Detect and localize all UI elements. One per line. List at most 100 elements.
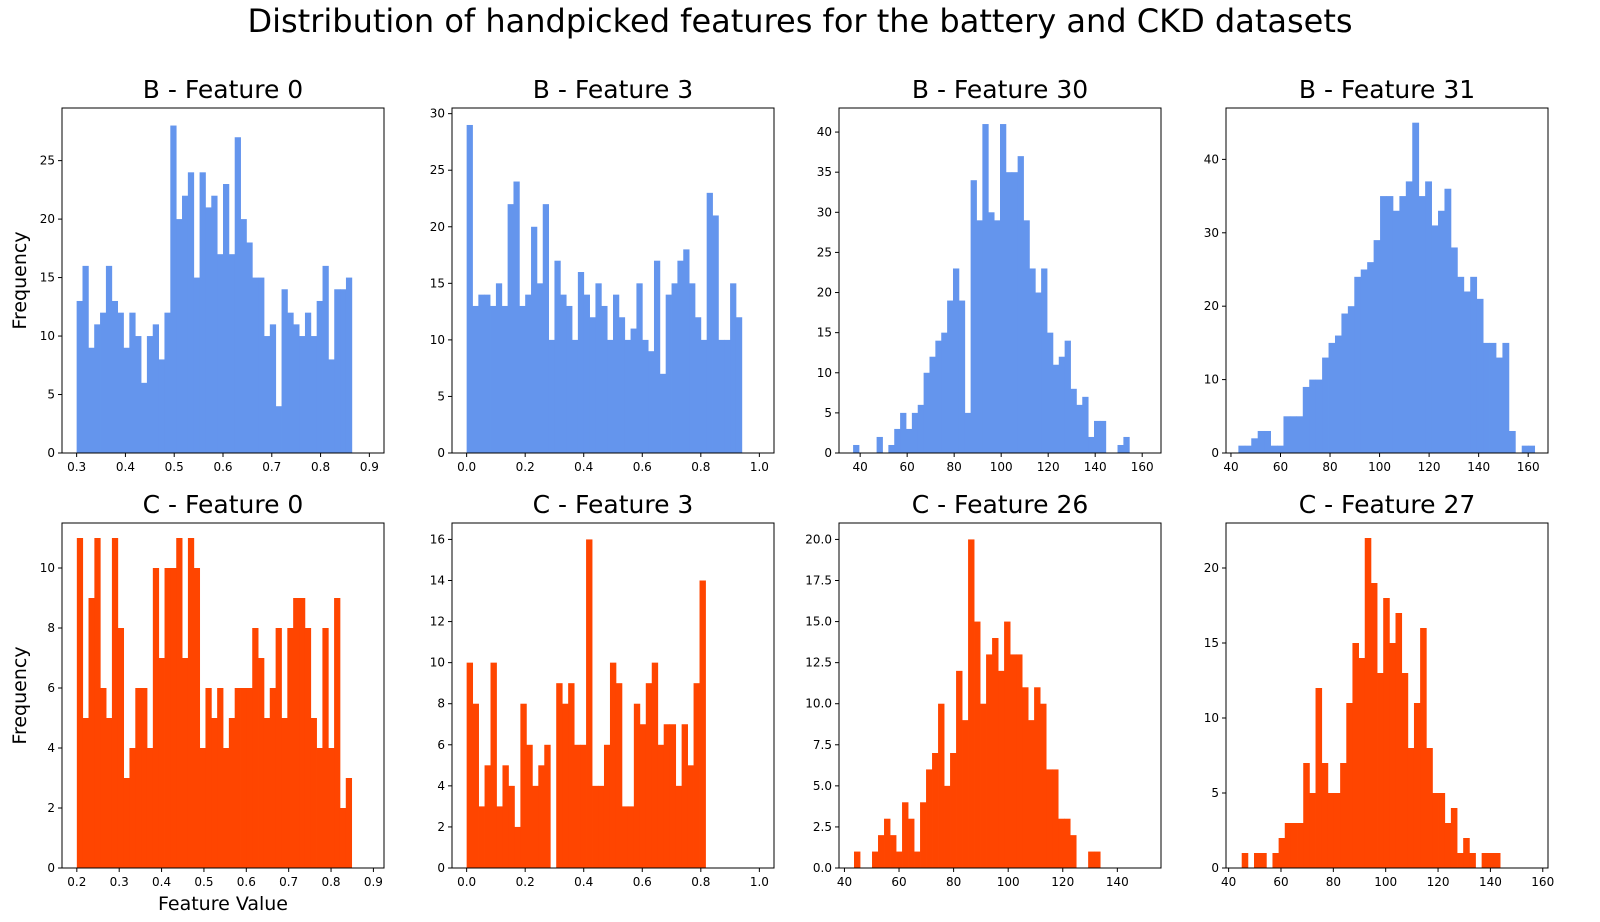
histogram-bar [495, 283, 503, 453]
histogram-bar [328, 359, 335, 453]
histogram-bar [106, 718, 113, 868]
histogram-bar [199, 748, 206, 868]
histogram-bar [1444, 188, 1452, 454]
histogram-bar [1094, 851, 1101, 868]
histogram-bar [566, 305, 573, 453]
histogram-bar [507, 204, 514, 453]
x-tick-label: 100 [1368, 460, 1391, 474]
histogram-bar [958, 300, 966, 453]
histogram-bar [988, 212, 995, 453]
histogram-bar [1251, 438, 1259, 453]
histogram-bar [613, 294, 620, 453]
histogram-bar [100, 312, 107, 453]
histogram-bar [176, 538, 183, 868]
subplot-title: B - Feature 3 [533, 75, 693, 104]
histogram-bar [466, 662, 474, 868]
histogram-bar [1334, 335, 1342, 453]
x-tick-label: 0.0 [457, 875, 476, 889]
histogram-bar [1309, 379, 1317, 453]
y-tick-label: 20.0 [805, 532, 832, 546]
histogram-bar [956, 670, 963, 868]
histogram-bar [135, 688, 142, 868]
y-tick-label: 40 [1204, 152, 1219, 166]
histogram-bar [1352, 643, 1359, 868]
histogram-bar [258, 658, 265, 868]
histogram-bar [1034, 687, 1041, 868]
x-tick-label: 0.3 [110, 875, 129, 889]
histogram-bar [1088, 436, 1095, 453]
histogram-bar [980, 703, 987, 868]
histogram-bar [964, 412, 972, 453]
histogram-bar [890, 835, 897, 868]
histogram-bar [182, 195, 189, 453]
y-tick-label: 10 [40, 329, 55, 343]
histogram-bar [1450, 247, 1458, 453]
histogram-bar [484, 294, 491, 453]
histogram-bar [914, 851, 921, 868]
histogram-bar [1290, 823, 1298, 868]
axes-frame [451, 107, 775, 454]
y-tick-label: 25 [430, 163, 445, 177]
y-tick-label: 0 [824, 446, 832, 460]
y-tick-label: 5.0 [813, 779, 832, 793]
histogram-bar [618, 317, 626, 453]
histogram-bar [269, 324, 277, 453]
histogram-bar [1315, 688, 1323, 868]
histogram-bar [340, 289, 347, 453]
histogram-bar [876, 436, 883, 453]
histogram-bar [519, 305, 526, 453]
histogram-bar [941, 332, 948, 453]
x-tick-label: 0.8 [321, 875, 340, 889]
histogram-bar [1099, 420, 1107, 453]
histogram-bar [1289, 416, 1297, 453]
histogram-bar [1123, 436, 1130, 453]
histogram-bar [146, 748, 154, 868]
histogram-bar [1257, 430, 1265, 453]
histogram-bar [1508, 430, 1516, 453]
y-tick-label: 15 [40, 271, 55, 285]
histogram-bar [526, 744, 533, 868]
histogram-bar [472, 703, 479, 868]
x-tick-label: 140 [1467, 460, 1490, 474]
y-tick-label: 10 [430, 656, 445, 670]
x-tick-label: 120 [1037, 460, 1060, 474]
subplot-1: 0.0 0.2 0.4 0.6 0.8 1.0 0 5 10 15 20 25 30 B - Featur… [430, 75, 775, 474]
histogram-bar [293, 324, 300, 453]
histogram-bar [548, 339, 555, 453]
histogram-bar [900, 412, 907, 453]
axes-frame [451, 522, 775, 869]
histogram-bar [1023, 220, 1030, 453]
y-tick-label: 20 [1204, 561, 1219, 575]
histogram-bar [170, 125, 177, 453]
x-tick-label: 0.8 [311, 460, 330, 474]
histogram-bar [217, 254, 224, 453]
histogram-bar [675, 785, 683, 868]
y-tick-label: 15 [817, 326, 832, 340]
histogram-bar [657, 744, 665, 868]
axes-frame [838, 522, 1162, 869]
histogram-bar [1341, 313, 1349, 453]
y-tick-label: 0 [1211, 446, 1219, 460]
histogram-bar [1346, 703, 1353, 868]
histogram-bar [490, 662, 497, 868]
subplot-7: 40 60 80 100 120 140 160 0 5 10 15 20 C - Feature 27 [1204, 490, 1554, 889]
histogram-bar [1373, 240, 1381, 453]
y-tick-label: 16 [430, 532, 445, 546]
histogram-bar [1502, 342, 1510, 453]
subplot-title: C - Feature 0 [143, 490, 304, 519]
histogram-bar [269, 688, 277, 868]
histogram-bar [82, 265, 89, 453]
histogram-bar [105, 265, 113, 453]
histogram-bar [950, 753, 957, 868]
histogram-bar [502, 765, 509, 868]
y-tick-label: 20 [817, 286, 832, 300]
histogram-bar [689, 283, 696, 453]
histogram-bar [986, 654, 993, 868]
histogram-bar [998, 670, 1005, 868]
x-tick-label: 120 [1051, 875, 1074, 889]
histogram-bar [572, 339, 579, 453]
x-tick-label: 100 [997, 875, 1020, 889]
histogram-bar [1395, 613, 1403, 868]
histogram-bar [328, 748, 335, 868]
